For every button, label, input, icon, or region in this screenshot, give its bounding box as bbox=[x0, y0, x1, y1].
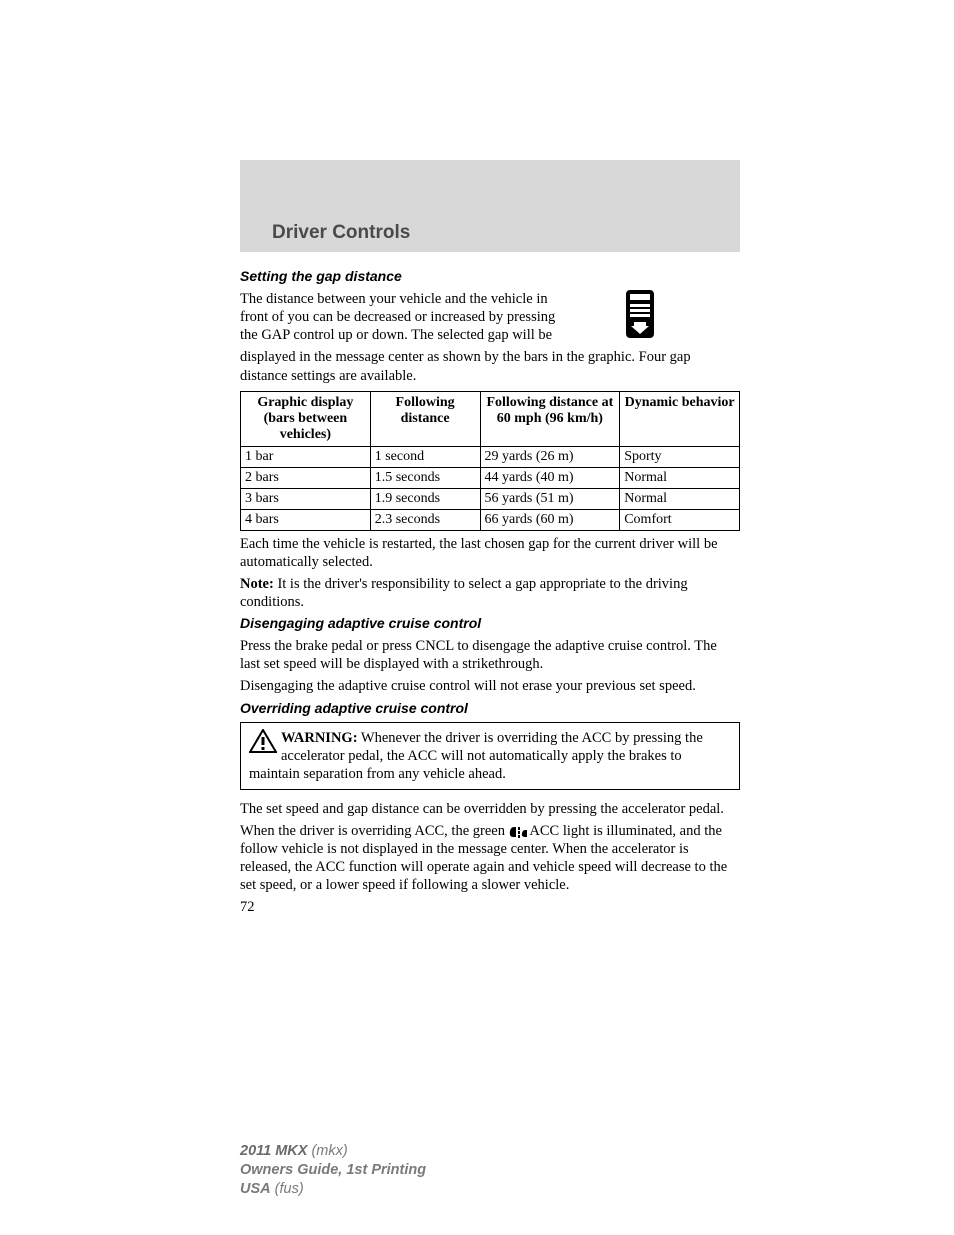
table-header-row: Graphic display (bars between vehicles) … bbox=[241, 391, 740, 446]
footer-line3: USA (fus) bbox=[240, 1180, 426, 1199]
section-heading-gap: Setting the gap distance bbox=[240, 268, 740, 284]
cell: 1 second bbox=[370, 446, 480, 467]
cell: 66 yards (60 m) bbox=[480, 509, 620, 530]
cell: Comfort bbox=[620, 509, 740, 530]
warning-triangle-icon bbox=[249, 729, 277, 753]
cell: 3 bars bbox=[241, 488, 371, 509]
footer-model: 2011 MKX bbox=[240, 1143, 307, 1159]
cell: 4 bars bbox=[241, 509, 371, 530]
footer-line2: Owners Guide, 1st Printing bbox=[240, 1161, 426, 1180]
page-header: Driver Controls bbox=[240, 160, 740, 252]
cell: 44 yards (40 m) bbox=[480, 467, 620, 488]
col-header-distance60: Following distance at 60 mph (96 km/h) bbox=[480, 391, 620, 446]
col-header-following: Following distance bbox=[370, 391, 480, 446]
cell: Sporty bbox=[620, 446, 740, 467]
acc-light-icon bbox=[509, 825, 527, 839]
gap-distance-table: Graphic display (bars between vehicles) … bbox=[240, 391, 740, 531]
page-title: Driver Controls bbox=[272, 222, 410, 244]
table-row: 3 bars 1.9 seconds 56 yards (51 m) Norma… bbox=[241, 488, 740, 509]
page-number: 72 bbox=[240, 899, 740, 916]
cell: Normal bbox=[620, 467, 740, 488]
footer-line1: 2011 MKX (mkx) bbox=[240, 1142, 426, 1161]
cell: 1.5 seconds bbox=[370, 467, 480, 488]
override-p1: The set speed and gap distance can be ov… bbox=[240, 800, 740, 818]
table-row: 2 bars 1.5 seconds 44 yards (40 m) Norma… bbox=[241, 467, 740, 488]
page-footer: 2011 MKX (mkx) Owners Guide, 1st Printin… bbox=[240, 1142, 426, 1199]
disengage-p1: Press the brake pedal or press CNCL to d… bbox=[240, 637, 740, 673]
col-header-graphic: Graphic display (bars between vehicles) bbox=[241, 391, 371, 446]
cell: 2.3 seconds bbox=[370, 509, 480, 530]
warning-label: WARNING: bbox=[281, 730, 358, 746]
cell: 56 yards (51 m) bbox=[480, 488, 620, 509]
footer-region-code: (fus) bbox=[271, 1181, 304, 1197]
disengage-p2: Disengaging the adaptive cruise control … bbox=[240, 677, 740, 695]
page-content: Setting the gap distance The distance be… bbox=[240, 264, 740, 916]
table-row: 4 bars 2.3 seconds 66 yards (60 m) Comfo… bbox=[241, 509, 740, 530]
footer-region: USA bbox=[240, 1181, 271, 1197]
cell: 1.9 seconds bbox=[370, 488, 480, 509]
table-row: 1 bar 1 second 29 yards (26 m) Sporty bbox=[241, 446, 740, 467]
restart-note: Each time the vehicle is restarted, the … bbox=[240, 535, 740, 571]
driver-note: Note: It is the driver's responsibility … bbox=[240, 575, 740, 611]
note-label: Note: bbox=[240, 576, 274, 592]
cell: 2 bars bbox=[241, 467, 371, 488]
cell: Normal bbox=[620, 488, 740, 509]
warning-box: WARNING: Whenever the driver is overridi… bbox=[240, 722, 740, 790]
override-p2a: When the driver is overriding ACC, the g… bbox=[240, 823, 509, 839]
intro-block: The distance between your vehicle and th… bbox=[240, 290, 740, 385]
footer-model-code: (mkx) bbox=[307, 1143, 347, 1159]
intro-paragraph-a: The distance between your vehicle and th… bbox=[240, 290, 570, 344]
intro-paragraph-b: displayed in the message center as shown… bbox=[240, 348, 740, 384]
section-heading-disengage: Disengaging adaptive cruise control bbox=[240, 615, 740, 631]
gap-control-icon bbox=[620, 290, 660, 338]
override-p2: When the driver is overriding ACC, the g… bbox=[240, 822, 740, 895]
note-text: It is the driver's responsibility to sel… bbox=[240, 576, 688, 610]
col-header-behavior: Dynamic behavior bbox=[620, 391, 740, 446]
section-heading-override: Overriding adaptive cruise control bbox=[240, 700, 740, 716]
cell: 1 bar bbox=[241, 446, 371, 467]
cell: 29 yards (26 m) bbox=[480, 446, 620, 467]
